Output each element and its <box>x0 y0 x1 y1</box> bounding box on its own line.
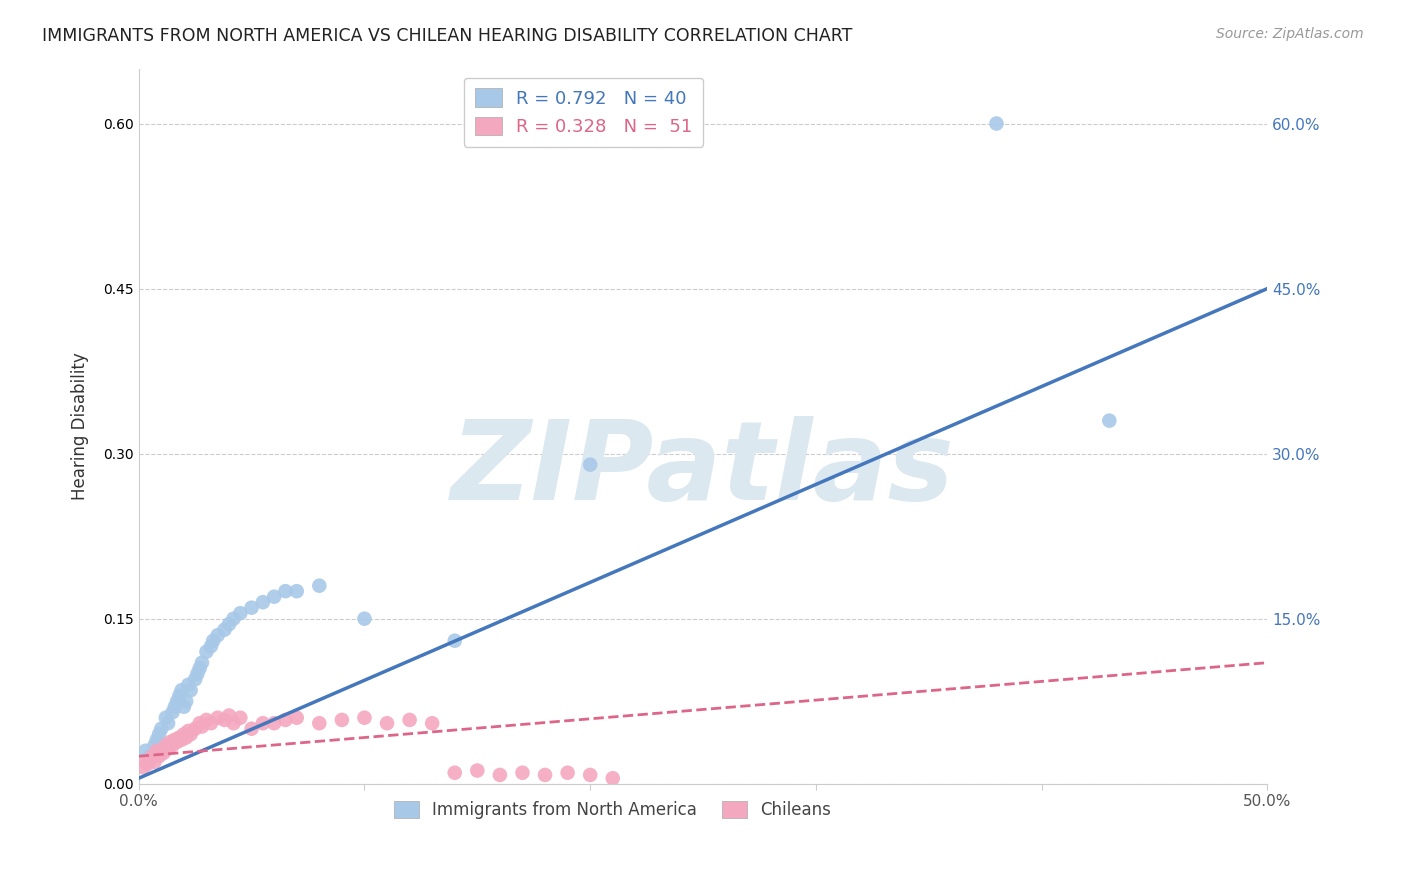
Point <box>218 708 240 723</box>
Legend: Immigrants from North America, Chileans: Immigrants from North America, Chileans <box>388 794 838 825</box>
Point <box>465 764 488 778</box>
Point <box>152 746 174 760</box>
Point <box>148 727 170 741</box>
Point <box>443 765 465 780</box>
Point <box>157 741 180 756</box>
Point <box>274 713 297 727</box>
Point <box>191 719 214 733</box>
Point <box>602 771 624 785</box>
Point <box>155 738 177 752</box>
Point <box>263 590 285 604</box>
Point <box>200 639 222 653</box>
Point <box>207 628 229 642</box>
Point <box>353 612 375 626</box>
Point <box>150 744 173 758</box>
Point <box>157 716 180 731</box>
Point <box>174 694 197 708</box>
Point <box>139 752 162 766</box>
Point <box>1098 414 1121 428</box>
Point <box>195 713 218 727</box>
Point <box>139 749 162 764</box>
Point <box>443 633 465 648</box>
Point <box>148 749 170 764</box>
Point <box>177 678 200 692</box>
Point <box>200 716 222 731</box>
Point <box>252 716 274 731</box>
Point <box>308 716 330 731</box>
Point <box>180 727 202 741</box>
Point <box>285 711 308 725</box>
Point <box>579 768 602 782</box>
Point <box>134 744 156 758</box>
Point <box>214 713 236 727</box>
Point <box>143 738 166 752</box>
Point <box>375 716 398 731</box>
Point <box>420 716 443 731</box>
Point <box>214 623 236 637</box>
Point <box>136 756 159 771</box>
Point <box>159 735 181 749</box>
Point <box>150 722 173 736</box>
Point <box>229 606 252 620</box>
Point <box>146 744 169 758</box>
Point <box>986 116 1008 130</box>
Point <box>398 713 420 727</box>
Point <box>173 727 195 741</box>
Point <box>163 699 186 714</box>
Point <box>155 711 177 725</box>
Point <box>132 760 155 774</box>
Text: ZIPatlas: ZIPatlas <box>451 416 955 523</box>
Point <box>195 645 218 659</box>
Point <box>186 666 208 681</box>
Y-axis label: Hearing Disability: Hearing Disability <box>72 352 89 500</box>
Point <box>162 705 184 719</box>
Point <box>163 732 186 747</box>
Point <box>240 600 263 615</box>
Point <box>169 731 191 745</box>
Point <box>222 716 245 731</box>
Point <box>166 735 188 749</box>
Point <box>308 579 330 593</box>
Point <box>512 765 534 780</box>
Point <box>170 732 193 747</box>
Point <box>489 768 512 782</box>
Point <box>162 738 184 752</box>
Point <box>166 694 188 708</box>
Point <box>180 683 202 698</box>
Point <box>173 699 195 714</box>
Point <box>229 711 252 725</box>
Point <box>274 584 297 599</box>
Point <box>353 711 375 725</box>
Point <box>184 722 207 736</box>
Point <box>263 716 285 731</box>
Point <box>222 612 245 626</box>
Point <box>188 716 211 731</box>
Point <box>218 617 240 632</box>
Point <box>146 732 169 747</box>
Point <box>143 755 166 769</box>
Point <box>534 768 557 782</box>
Point <box>177 723 200 738</box>
Point <box>330 713 353 727</box>
Point <box>579 458 602 472</box>
Point <box>202 633 225 648</box>
Point <box>285 584 308 599</box>
Point <box>557 765 579 780</box>
Text: Source: ZipAtlas.com: Source: ZipAtlas.com <box>1216 27 1364 41</box>
Point <box>188 661 211 675</box>
Point <box>141 749 163 764</box>
Point <box>191 656 214 670</box>
Point <box>184 672 207 686</box>
Point <box>207 711 229 725</box>
Text: IMMIGRANTS FROM NORTH AMERICA VS CHILEAN HEARING DISABILITY CORRELATION CHART: IMMIGRANTS FROM NORTH AMERICA VS CHILEAN… <box>42 27 852 45</box>
Point <box>174 731 197 745</box>
Point <box>169 689 191 703</box>
Point <box>170 683 193 698</box>
Point <box>252 595 274 609</box>
Point <box>134 755 156 769</box>
Point <box>240 722 263 736</box>
